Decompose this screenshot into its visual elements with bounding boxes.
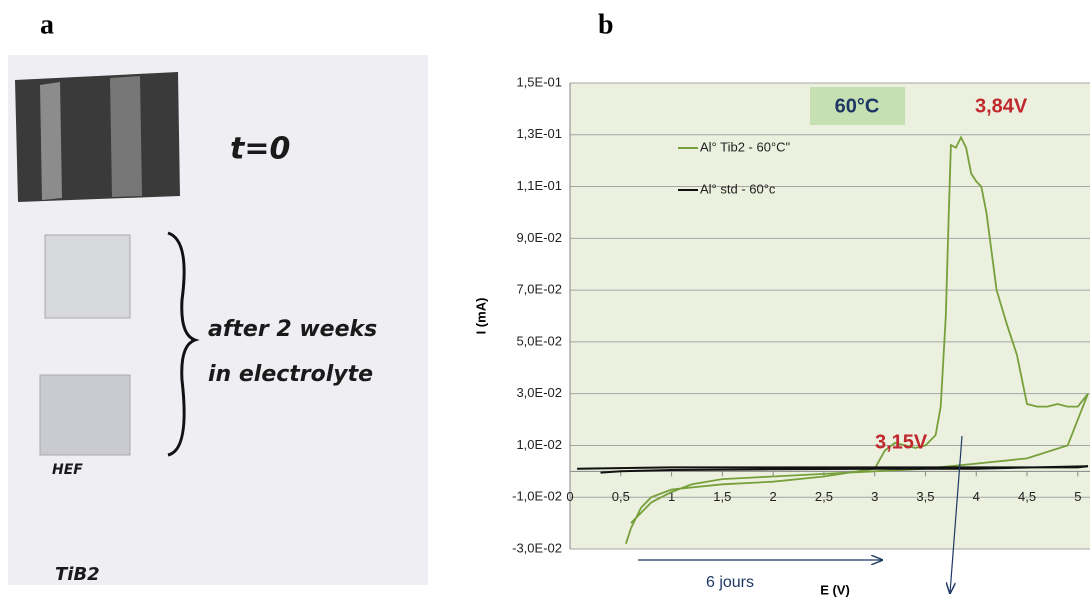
y-axis-label: I (mA) — [473, 298, 488, 335]
bracket — [167, 231, 200, 457]
handwriting: t=0 — [230, 132, 290, 167]
legend-label: Al° Tib2 - 60°C" — [700, 139, 791, 154]
handwriting: after 2 weeks — [208, 317, 377, 342]
panel-label: a — [40, 9, 54, 40]
annotation: 6 jours — [706, 574, 754, 591]
x-tick-label: 1,5 — [713, 489, 731, 504]
x-tick-label: 5 — [1074, 489, 1081, 504]
annotation-box — [810, 87, 905, 125]
x-tick-label: 1 — [668, 489, 675, 504]
x-tick-label: 3 — [871, 489, 878, 504]
y-tick-label: 9,0E-02 — [516, 230, 562, 245]
arrow — [950, 435, 963, 593]
x-tick-label: 2 — [770, 489, 777, 504]
handwriting: in electrolyte — [208, 362, 373, 387]
y-tick-label: 7,0E-02 — [516, 282, 562, 297]
x-tick-label: 3,5 — [916, 489, 934, 504]
foil-sample — [44, 234, 131, 319]
annotation: 60°C — [835, 95, 880, 117]
metal-foil — [15, 72, 180, 202]
handwriting: TiB2 — [55, 564, 100, 585]
annotation: 3,15V — [875, 431, 928, 453]
x-axis-label: E (V) — [820, 582, 850, 597]
plot-area — [570, 83, 1090, 549]
reflection — [110, 76, 142, 197]
chart: -3,0E-02 -1,0E-02 1,0E-02 3,0E-02 5,0E-02 7,0… — [473, 74, 1090, 597]
y-tick-label: 1,1E-01 — [516, 178, 562, 193]
x-tick-label: 2,5 — [815, 489, 833, 504]
y-tick-label: 1,0E-02 — [516, 437, 562, 452]
series-line — [577, 465, 1089, 474]
y-tick-label: -3,0E-02 — [512, 540, 562, 555]
x-tick-label: 0,5 — [612, 489, 630, 504]
panel-label: b — [598, 9, 614, 40]
x-tick-label: 0 — [566, 489, 573, 504]
y-tick-label: -1,0E-02 — [512, 489, 562, 504]
y-tick-label: 1,5E-01 — [516, 74, 562, 89]
reflection — [40, 82, 62, 200]
y-tick-label: 3,0E-02 — [516, 385, 562, 400]
x-tick-label: 4,5 — [1018, 489, 1036, 504]
y-tick-label: 5,0E-02 — [516, 333, 562, 348]
x-tick-label: 4 — [973, 489, 980, 504]
photo: t=0 after 2 weeks in electrolyte HEF TiB… — [8, 55, 428, 585]
y-tick-label: 1,3E-01 — [516, 126, 562, 141]
foil-sample — [39, 374, 131, 456]
legend-label: Al° std - 60°c — [700, 181, 776, 196]
annotation: 3,84V — [975, 95, 1028, 117]
handwriting: HEF — [52, 462, 83, 478]
